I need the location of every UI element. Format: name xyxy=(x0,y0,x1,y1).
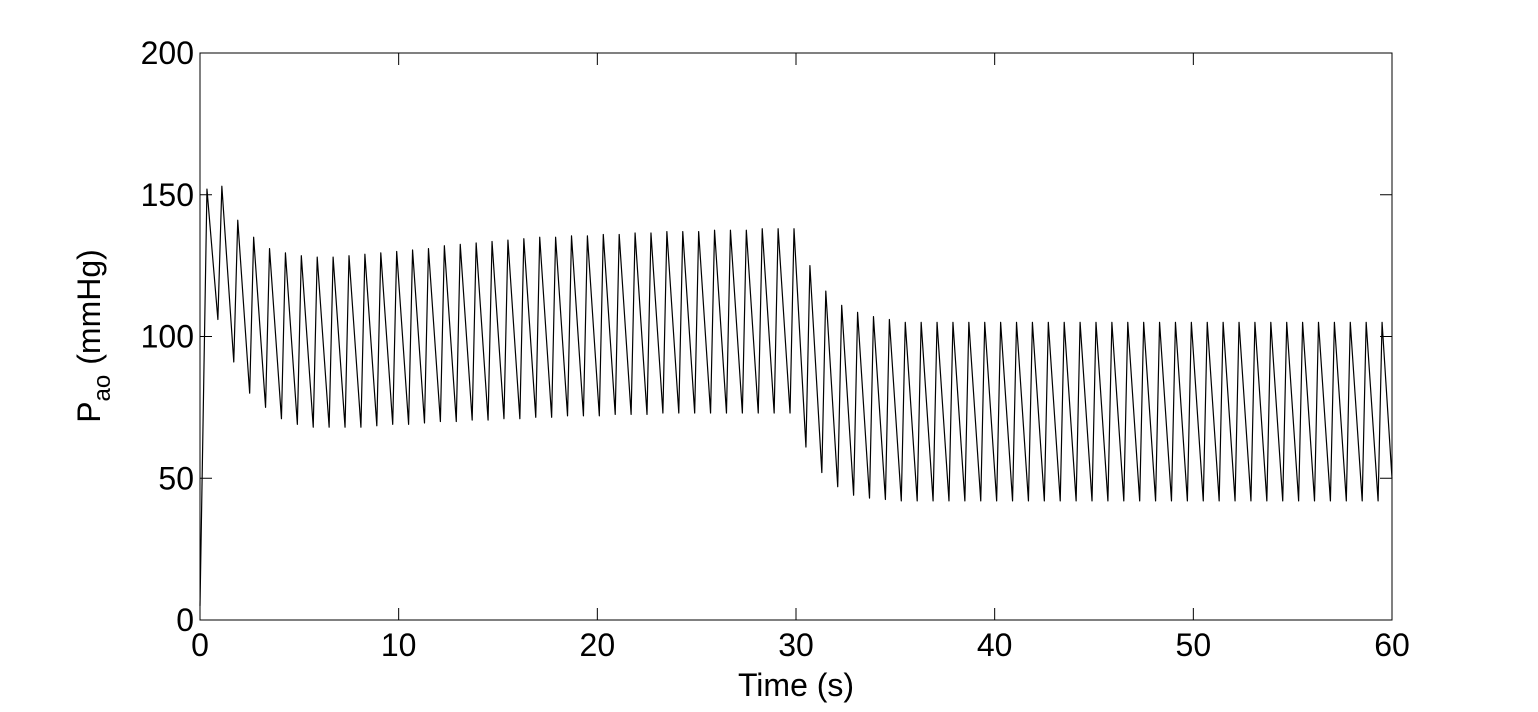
y-tick-label: 150 xyxy=(141,177,194,213)
y-tick-label: 0 xyxy=(176,602,194,638)
y-tick-label: 200 xyxy=(141,35,194,71)
x-axis-label: Time (s) xyxy=(738,667,854,703)
y-tick-label: 100 xyxy=(141,319,194,355)
x-tick-label: 10 xyxy=(381,627,417,663)
x-tick-label: 0 xyxy=(191,627,209,663)
x-tick-label: 40 xyxy=(977,627,1013,663)
y-axis-label: Pao (mmHg) xyxy=(71,249,116,423)
y-label-main: P xyxy=(71,401,107,422)
x-tick-label: 20 xyxy=(580,627,616,663)
x-tick-label: 50 xyxy=(1176,627,1212,663)
y-label-unit: (mmHg) xyxy=(71,249,107,365)
data-line xyxy=(199,185,1393,606)
y-tick-label: 50 xyxy=(158,460,194,496)
x-tick-label: 30 xyxy=(778,627,814,663)
plot-frame xyxy=(199,52,1393,621)
x-tick-label: 60 xyxy=(1374,627,1410,663)
y-label-sub: ao xyxy=(89,375,116,402)
